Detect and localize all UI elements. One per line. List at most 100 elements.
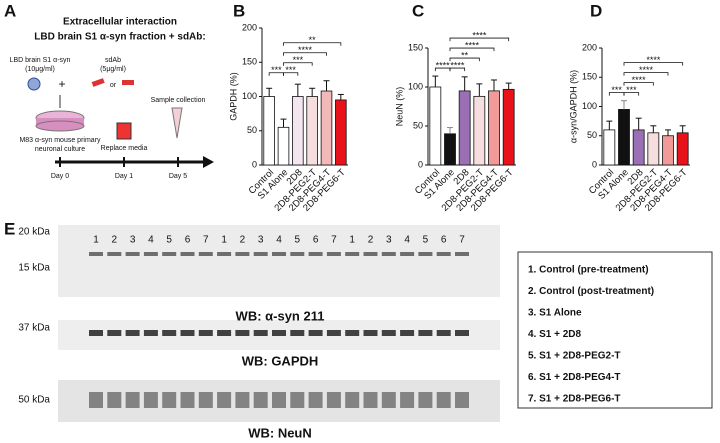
panel-a-subtitle: LBD brain S1 α-syn fraction + sdAb: bbox=[34, 32, 205, 43]
significance-bracket bbox=[283, 52, 327, 56]
significance-label: *** bbox=[293, 55, 304, 65]
y-tick-label: 150 bbox=[408, 42, 423, 52]
band bbox=[235, 392, 250, 408]
significance-label: ** bbox=[461, 50, 469, 60]
legend-item: 7. S1 + 2D8-PEG6-T bbox=[528, 394, 621, 405]
y-axis-label: α-syn/GAPDH (%) bbox=[568, 70, 578, 143]
band bbox=[326, 392, 341, 408]
lane-number: 5 bbox=[295, 235, 301, 246]
band bbox=[326, 252, 341, 256]
significance-bracket bbox=[449, 37, 510, 42]
band bbox=[436, 392, 451, 408]
significance-label: **** bbox=[639, 65, 654, 75]
significance-label: **** bbox=[632, 75, 647, 85]
significance-label: *** bbox=[626, 85, 637, 95]
blot-label: WB: GAPDH bbox=[242, 353, 319, 368]
significance-bracket bbox=[623, 62, 684, 66]
legend-item: 5. S1 + 2D8-PEG2-T bbox=[528, 351, 621, 362]
significance-label: **** bbox=[646, 55, 661, 65]
band bbox=[455, 392, 469, 408]
dish bbox=[35, 120, 85, 132]
band bbox=[235, 330, 250, 336]
s1-icon bbox=[27, 77, 41, 91]
band bbox=[180, 330, 195, 336]
panel-label: B bbox=[233, 1, 245, 20]
bar bbox=[292, 96, 304, 166]
lane-number: 6 bbox=[313, 235, 319, 246]
y-tick-label: 50 bbox=[587, 130, 597, 140]
band bbox=[180, 392, 195, 408]
culture: neuronal culture bbox=[35, 146, 85, 153]
y-tick-label: 0 bbox=[418, 159, 423, 169]
lane-number: 4 bbox=[148, 235, 154, 246]
significance-bracket bbox=[449, 67, 466, 72]
band bbox=[400, 392, 415, 408]
band bbox=[381, 392, 396, 408]
bar bbox=[444, 133, 456, 166]
band bbox=[363, 392, 378, 408]
band bbox=[418, 392, 433, 408]
panel-label: C bbox=[412, 1, 424, 20]
band bbox=[418, 330, 433, 336]
band bbox=[125, 392, 140, 408]
sdab-icon bbox=[91, 78, 105, 87]
significance-label: **** bbox=[436, 60, 451, 70]
bar bbox=[306, 96, 318, 166]
y-tick-label: 150 bbox=[242, 57, 257, 67]
significance-bracket bbox=[449, 47, 495, 52]
bar bbox=[618, 109, 630, 166]
band bbox=[455, 330, 469, 336]
day: Day 5 bbox=[169, 173, 187, 180]
band bbox=[436, 252, 451, 256]
lane-number: 3 bbox=[130, 235, 136, 246]
y-tick-label: 150 bbox=[582, 72, 597, 82]
band bbox=[253, 330, 268, 336]
band bbox=[107, 252, 122, 256]
y-tick-label: 0 bbox=[592, 159, 597, 169]
band bbox=[162, 252, 177, 256]
band bbox=[89, 392, 103, 408]
lane-number: 1 bbox=[349, 235, 355, 246]
band bbox=[217, 330, 232, 336]
band bbox=[217, 252, 232, 256]
lane-number: 3 bbox=[386, 235, 392, 246]
lane-number: 1 bbox=[221, 235, 227, 246]
lane-number: 2 bbox=[112, 235, 118, 246]
bar bbox=[502, 88, 515, 166]
sample-collection: Sample collection bbox=[151, 97, 206, 104]
band bbox=[125, 330, 140, 336]
y-axis-label: NeuN (%) bbox=[394, 87, 404, 127]
band bbox=[107, 392, 122, 408]
panel-label: E bbox=[4, 219, 15, 238]
marker: 37 kDa bbox=[18, 323, 50, 334]
legend-item: 3. S1 Alone bbox=[528, 308, 582, 319]
band bbox=[107, 330, 122, 336]
s1-label: LBD brain S1 α-syn bbox=[10, 57, 71, 64]
y-tick-label: 100 bbox=[242, 91, 257, 101]
band bbox=[308, 330, 323, 336]
replace-media: Replace media bbox=[101, 145, 148, 152]
band bbox=[381, 330, 396, 336]
band bbox=[345, 252, 360, 256]
significance-bracket bbox=[283, 72, 299, 76]
band bbox=[418, 252, 433, 256]
significance-label: ** bbox=[309, 35, 317, 45]
band bbox=[143, 252, 158, 256]
bar bbox=[662, 135, 674, 166]
band bbox=[198, 330, 213, 336]
bar bbox=[647, 132, 660, 166]
band bbox=[198, 392, 213, 408]
media-icon bbox=[116, 122, 132, 140]
band bbox=[272, 392, 286, 408]
band bbox=[290, 330, 305, 336]
panel-label: D bbox=[590, 1, 602, 20]
tube-icon bbox=[171, 107, 183, 139]
lane-number: 7 bbox=[331, 235, 337, 246]
significance-label: **** bbox=[472, 30, 487, 40]
band bbox=[272, 252, 286, 256]
significance-label: *** bbox=[611, 85, 622, 95]
significance-bracket bbox=[623, 72, 669, 76]
bar bbox=[676, 132, 689, 166]
bar bbox=[263, 96, 275, 166]
significance-label: **** bbox=[450, 60, 465, 70]
